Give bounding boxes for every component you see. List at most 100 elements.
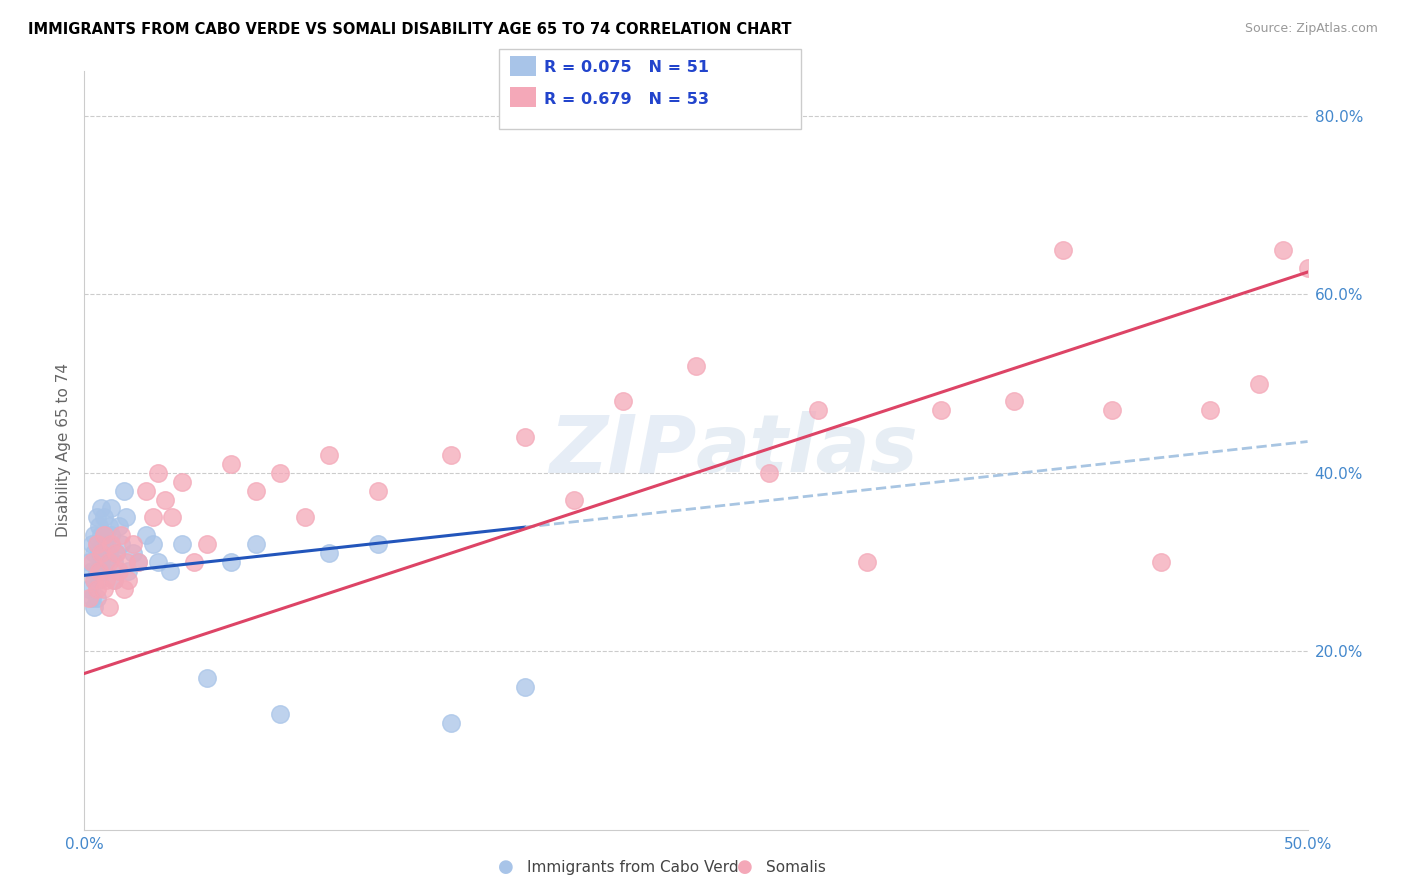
Point [83,573,105,587]
Text: ●: ● [498,858,515,876]
Point [1150,555,1173,569]
Point [80,591,103,605]
Text: ●: ● [737,858,754,876]
Point [105,546,128,560]
Point [83,599,105,614]
Point [135,528,157,542]
Point [86,582,108,596]
Point [685,359,707,373]
Point [96,573,118,587]
Point [269,706,291,721]
Point [856,555,879,569]
Point [1198,403,1220,417]
Point [219,555,242,569]
Point [90,528,112,542]
Point [135,483,157,498]
Point [117,573,139,587]
Text: Immigrants from Cabo Verde: Immigrants from Cabo Verde [527,860,748,874]
Point [97,555,120,569]
Point [86,537,108,551]
Point [440,715,463,730]
Point [612,394,634,409]
Point [87,573,110,587]
Point [513,430,536,444]
Point [100,528,122,542]
Point [77,582,100,596]
Point [86,537,108,551]
Point [83,573,105,587]
Point [513,680,536,694]
Point [758,466,780,480]
Point [1247,376,1270,391]
Point [162,510,184,524]
Point [107,519,129,533]
Point [127,555,149,569]
Point [83,528,105,542]
Point [90,501,112,516]
Point [172,537,194,551]
Point [115,510,138,524]
Text: R = 0.075   N = 51: R = 0.075 N = 51 [544,60,709,75]
Point [1052,243,1074,257]
Point [172,475,194,489]
Point [219,457,242,471]
Point [159,564,181,578]
Point [93,564,115,578]
Point [110,537,132,551]
Point [367,483,389,498]
Point [103,555,125,569]
Text: Source: ZipAtlas.com: Source: ZipAtlas.com [1244,22,1378,36]
Point [294,510,316,524]
Point [100,501,122,516]
Point [112,582,135,596]
Point [122,546,145,560]
Point [146,466,169,480]
Point [86,591,108,605]
Point [103,573,125,587]
Point [105,546,128,560]
Point [93,537,115,551]
Point [90,546,112,560]
Point [87,546,110,560]
Point [96,555,118,569]
Point [115,555,138,569]
Point [83,546,105,560]
Point [103,573,125,587]
Point [86,510,108,524]
Point [318,448,340,462]
Point [97,519,120,533]
Text: Somalis: Somalis [766,860,827,874]
Point [80,537,103,551]
Point [97,599,120,614]
Point [86,564,108,578]
Point [929,403,952,417]
Point [87,519,110,533]
Point [93,510,115,524]
Point [96,528,118,542]
Point [269,466,291,480]
Point [183,555,205,569]
Text: atlas: atlas [696,411,918,490]
Point [245,537,267,551]
Point [1101,403,1123,417]
Point [195,537,218,551]
Point [112,483,135,498]
Y-axis label: Disability Age 65 to 74: Disability Age 65 to 74 [56,363,72,538]
Point [90,555,112,569]
Point [195,671,218,685]
Point [87,564,110,578]
Point [367,537,389,551]
Point [1002,394,1025,409]
Point [77,555,100,569]
Point [77,591,100,605]
Text: R = 0.679   N = 53: R = 0.679 N = 53 [544,92,709,107]
Point [562,492,585,507]
Point [80,564,103,578]
Point [440,448,463,462]
Point [117,564,139,578]
Point [93,582,115,596]
Text: ZIP: ZIP [548,411,696,490]
Point [107,564,129,578]
Point [153,492,176,507]
Point [93,528,115,542]
